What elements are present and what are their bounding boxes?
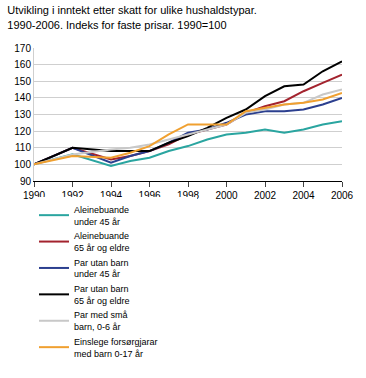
svg-text:Utvikling i inntekt etter skat: Utvikling i inntekt etter skatt for ulik…	[7, 4, 256, 30]
svg-text:Einslege forsørgjararmed barn: Einslege forsørgjararmed barn 0-17 år	[74, 337, 158, 359]
svg-text:1996: 1996	[138, 190, 161, 201]
svg-text:1990: 1990	[22, 190, 46, 201]
svg-text:90: 90	[20, 176, 32, 187]
svg-text:Par utan barn65 år og eldre: Par utan barn65 år og eldre	[74, 284, 130, 306]
svg-text:150: 150	[14, 76, 31, 87]
svg-text:Aleinebuandeunder 45 år: Aleinebuandeunder 45 år	[74, 205, 129, 227]
svg-text:Aleinebuande65 år og eldre: Aleinebuande65 år og eldre	[74, 231, 130, 253]
svg-text:2000: 2000	[215, 190, 238, 201]
svg-text:2004: 2004	[292, 190, 315, 201]
svg-text:120: 120	[14, 126, 31, 137]
svg-text:2002: 2002	[254, 190, 277, 201]
svg-text:100: 100	[14, 159, 31, 170]
svg-text:140: 140	[14, 92, 31, 103]
svg-text:1994: 1994	[99, 190, 123, 201]
svg-text:130: 130	[14, 109, 31, 120]
svg-text:Par med småbarn, 0-6 år: Par med småbarn, 0-6 år	[74, 310, 128, 332]
svg-text:1998: 1998	[176, 190, 200, 201]
svg-text:2006: 2006	[331, 190, 354, 201]
svg-text:160: 160	[14, 59, 31, 70]
svg-text:Par utan barnunder 45 år: Par utan barnunder 45 år	[74, 258, 129, 280]
svg-text:1992: 1992	[61, 190, 84, 201]
svg-text:110: 110	[15, 142, 31, 153]
svg-text:170: 170	[14, 43, 31, 54]
